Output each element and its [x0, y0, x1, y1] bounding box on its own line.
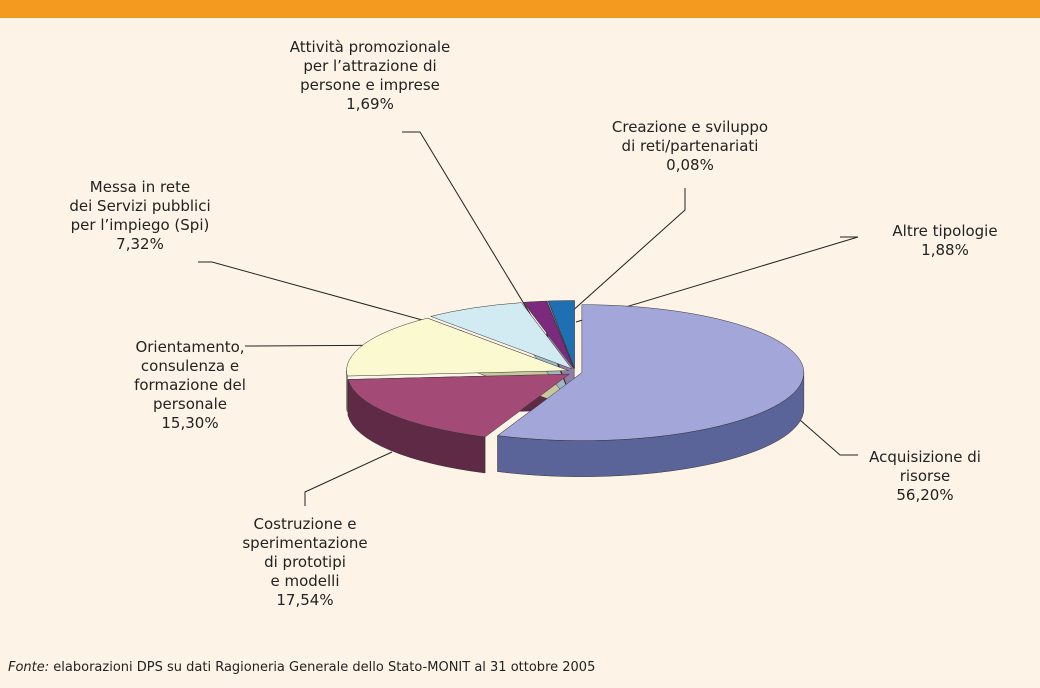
category-label: Messa in rete dei Servizi pubblici per l…: [69, 178, 211, 234]
slice-label: Messa in rete dei Servizi pubblici per l…: [20, 178, 260, 254]
category-label: Acquisizione di risorse: [869, 448, 981, 485]
slice-label: Creazione e sviluppo di reti/partenariat…: [570, 118, 810, 175]
slice: [346, 317, 569, 377]
slice: [429, 302, 573, 370]
value-label: 7,32%: [116, 235, 164, 253]
slice-label: Altre tipologie 1,88%: [825, 222, 1040, 260]
slice: [548, 300, 575, 369]
value-label: 56,20%: [896, 486, 954, 504]
slice-label: Costruzione e sperimentazione di prototi…: [185, 515, 425, 610]
slice: [522, 300, 575, 369]
category-label: Creazione e sviluppo di reti/partenariat…: [611, 118, 769, 155]
slice: [546, 300, 575, 369]
slice-label: Attività promozionale per l’attrazione d…: [250, 38, 490, 114]
value-label: 0,08%: [666, 156, 714, 174]
category-label: Attività promozionale per l’attrazione d…: [289, 38, 451, 94]
category-label: Altre tipologie: [892, 222, 998, 240]
slice-label: Acquisizione di risorse 56,20%: [805, 448, 1040, 505]
category-label: Orientamento, consulenza e formazione de…: [134, 338, 246, 413]
value-label: 17,54%: [276, 591, 334, 609]
slice-label: Orientamento, consulenza e formazione de…: [70, 338, 310, 433]
category-label: Costruzione e sperimentazione di prototi…: [242, 515, 368, 590]
slice: [347, 373, 571, 438]
value-label: 1,69%: [346, 95, 394, 113]
slice: [496, 304, 805, 441]
header-bar: [0, 0, 1040, 18]
value-label: 1,88%: [921, 241, 969, 259]
source-note: Fonte: elaborazioni DPS su dati Ragioner…: [8, 660, 595, 675]
source-label: Fonte:: [8, 660, 50, 675]
value-label: 15,30%: [161, 414, 219, 432]
slice-side: [346, 370, 348, 413]
source-text: elaborazioni DPS su dati Ragioneria Gene…: [53, 660, 596, 675]
pie: [346, 300, 805, 477]
